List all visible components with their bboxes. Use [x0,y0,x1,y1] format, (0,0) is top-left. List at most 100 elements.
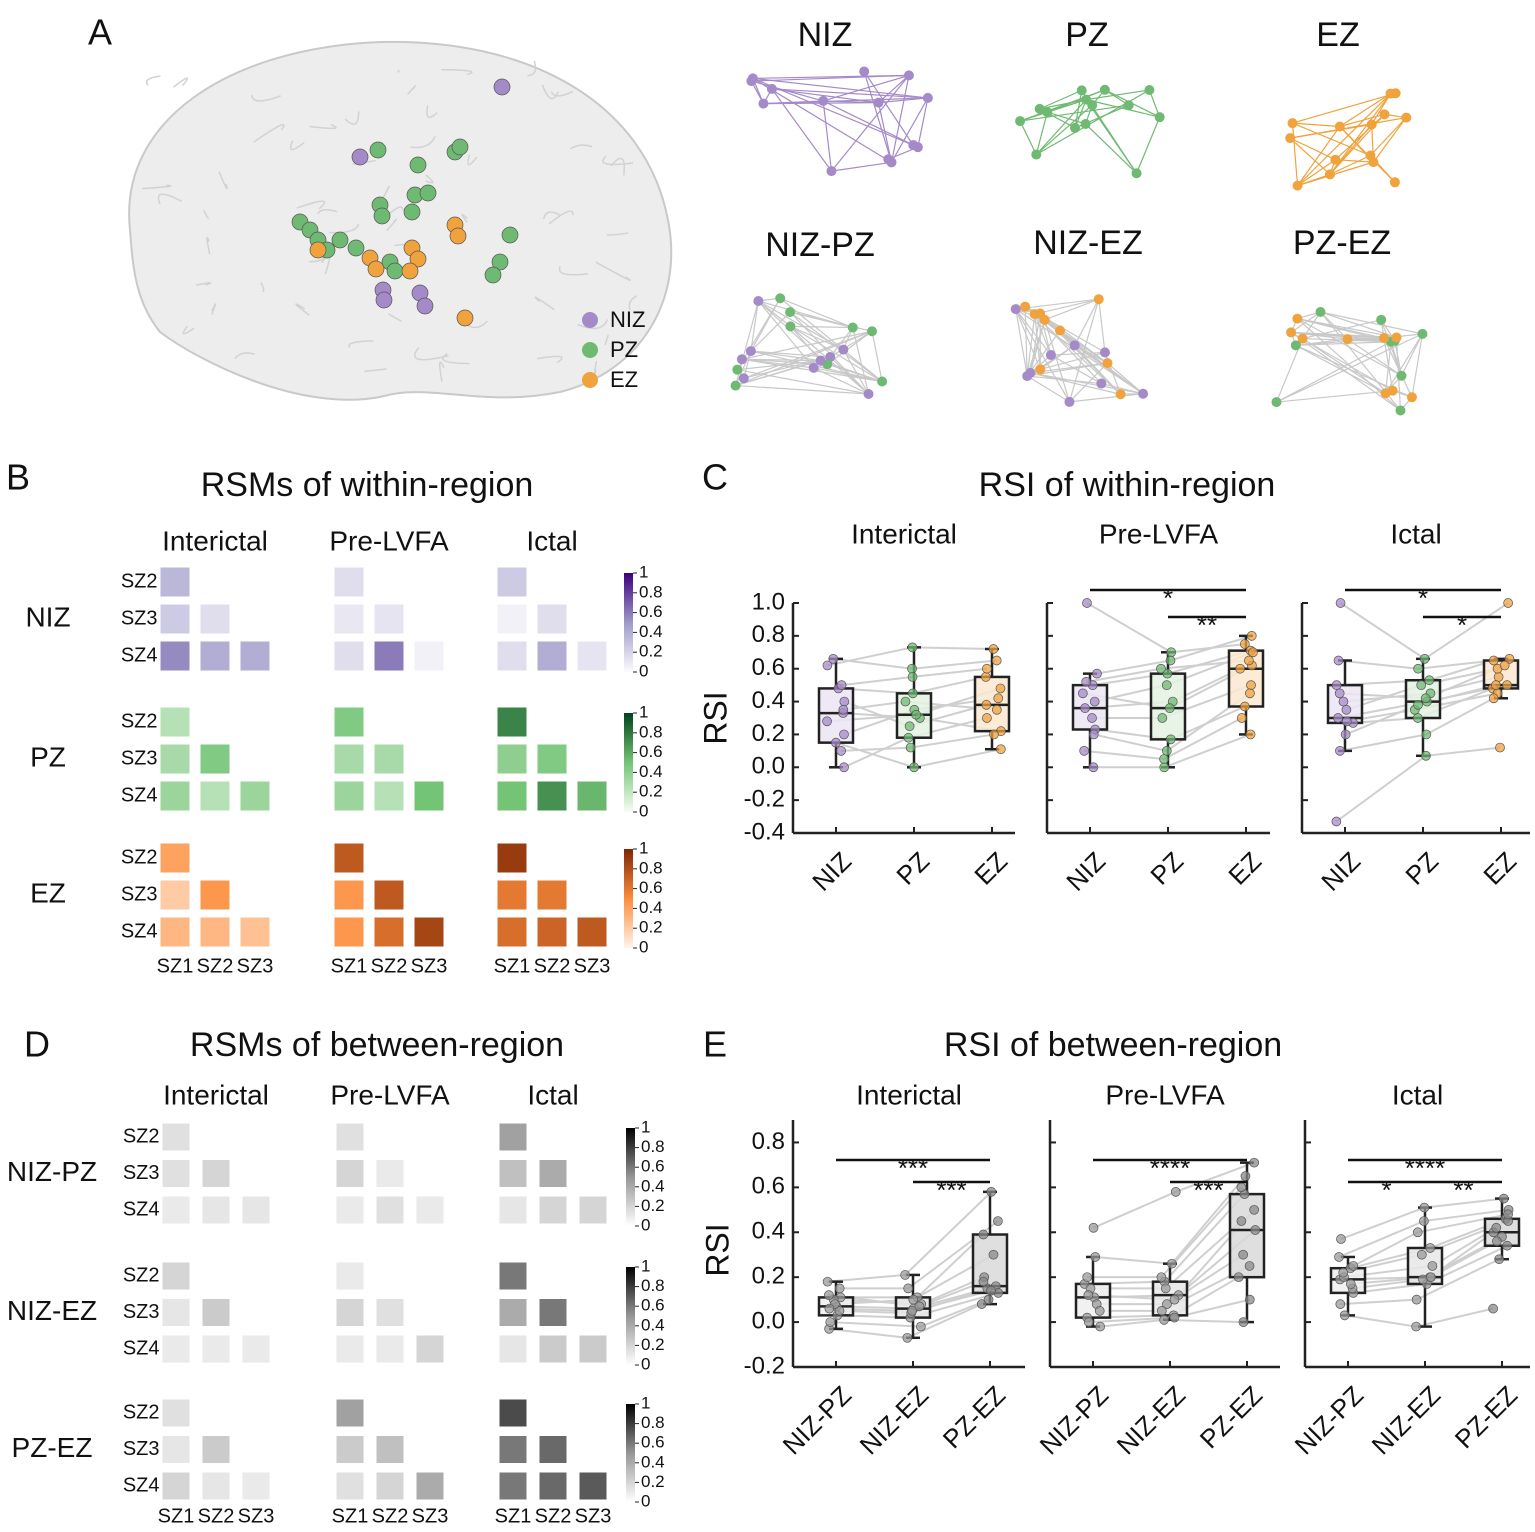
data-point [1094,1306,1105,1316]
brain-texture [157,193,183,205]
network-node [1271,397,1282,408]
significance-label: *** [936,1175,966,1205]
network-node [1080,118,1091,129]
data-point [1333,655,1344,666]
heatmap-cell [162,1436,190,1463]
column-label: SZ2 [372,1505,409,1527]
brain-texture [542,211,561,220]
heatmap-cell [499,1436,527,1463]
colorbar [624,573,633,672]
data-point [902,1332,913,1343]
electrode [491,253,509,271]
data-point [1170,1187,1181,1197]
y-tick-label: 0.8 [752,1128,785,1155]
data-point [995,683,1006,694]
brain-texture [364,368,387,373]
network-edge [1015,308,1028,377]
network-node [1334,121,1345,132]
x-tick-label: NIZ-PZ [777,1380,858,1461]
data-point [907,1306,918,1316]
data-point [839,762,849,773]
data-point [1087,713,1097,723]
chart-title: RSI of between-region [944,1026,1282,1064]
x-tick-label: PZ [890,846,935,891]
data-point [908,688,918,699]
network-edge [1292,122,1340,128]
heatmap-cell [200,917,230,947]
data-point [903,1283,914,1294]
electrode [351,148,369,166]
data-point [1419,654,1430,664]
brain-texture [388,313,402,323]
network-node [826,166,837,177]
colorbar-tick-label: 0.6 [641,1296,665,1315]
heatmap-cell [202,1299,230,1326]
electrode [403,203,421,221]
network-edge [1290,311,1321,333]
network-edge [1276,333,1423,403]
panel-label: E [703,1024,727,1065]
heatmap-cell [334,744,364,774]
network-node [1115,389,1126,400]
network-node [1022,371,1033,382]
data-point [1341,704,1352,715]
network-edge [758,300,844,351]
brain-texture [438,361,445,382]
heatmap-cell [376,1335,404,1363]
electrode [409,156,427,174]
network-edge [877,102,893,163]
heatmap-cell [336,1472,364,1500]
data-point [914,1301,925,1312]
colorbar-tick-label: 0.4 [639,898,663,917]
data-point [1488,1303,1498,1314]
heatmap-cell [497,744,527,774]
subplot-title: Pre-LVFA [1105,1079,1225,1110]
data-point [1416,680,1427,690]
data-point [1339,1310,1350,1321]
data-point [1165,734,1176,745]
brain-texture [234,352,255,360]
network-node [1154,112,1165,123]
significance-label: * [1457,610,1467,640]
brain-texture [309,124,337,130]
heatmap-cell [200,781,230,811]
y-tick-label: 1.0 [752,588,785,615]
network-edge [1024,306,1028,377]
data-point [1421,750,1431,761]
heatmap-cell [499,1196,527,1224]
data-point [1413,663,1423,674]
electrode [484,266,502,284]
data-point [1240,701,1250,712]
data-point [1331,816,1342,827]
colorbar-tick-label: 0.4 [641,1315,665,1334]
network-edge [829,356,869,395]
pair-line [1335,746,1501,823]
data-point [1159,754,1169,764]
heatmap-cell [242,1335,270,1363]
network-edge [1026,375,1070,403]
period-label: Pre-LVFA [330,1079,450,1110]
network-edge [1047,111,1086,125]
electrode [501,226,519,244]
network-edge [813,367,869,395]
colorbar-tick-label: 0.2 [639,782,663,801]
network-edge [823,74,910,102]
electrode [347,239,365,257]
heatmap-cell [414,781,444,811]
data-point [1238,1249,1249,1260]
network-edge [1370,117,1407,156]
network-node [867,326,878,337]
brain-texture [550,90,574,97]
heatmap-cell [579,1335,607,1363]
data-point [1079,746,1090,756]
network-edge [1339,93,1391,127]
network-node [886,157,897,168]
colorbar-tick-label: 1 [639,562,648,581]
colorbar-tick-label: 0.2 [639,918,663,937]
legend-label: EZ [610,367,638,392]
data-point [1166,1258,1177,1269]
heatmap-cell [242,1196,270,1224]
data-point [1244,1261,1255,1271]
data-point [991,655,1002,666]
data-point [982,663,992,674]
